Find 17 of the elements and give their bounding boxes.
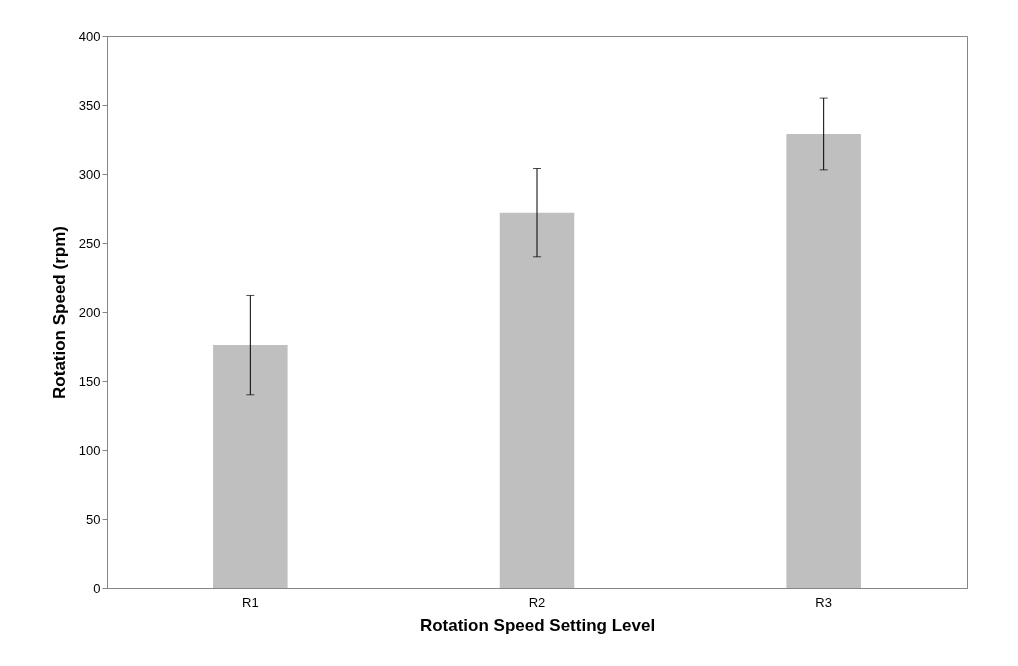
x-tick-label: R3 [815, 594, 832, 610]
y-tick-label: 250 [78, 235, 101, 251]
y-tick-label: 150 [78, 373, 101, 389]
y-tick-label: 350 [78, 97, 101, 113]
x-axis-title: Rotation Speed Setting Level [419, 615, 656, 635]
bar [499, 212, 575, 588]
y-axis-title: Rotation Speed (rpm) [49, 226, 69, 399]
y-tick-label: 400 [78, 28, 101, 44]
bar [786, 133, 861, 588]
bar [213, 345, 288, 588]
x-tick-label: R1 [242, 594, 259, 610]
y-tick-label: 100 [78, 442, 101, 458]
y-tick-label: 200 [78, 304, 101, 320]
y-tick-label: 300 [78, 166, 101, 182]
y-tick-label: 50 [86, 511, 101, 527]
y-tick-label: 0 [93, 580, 101, 596]
x-tick-label: R2 [528, 594, 546, 610]
